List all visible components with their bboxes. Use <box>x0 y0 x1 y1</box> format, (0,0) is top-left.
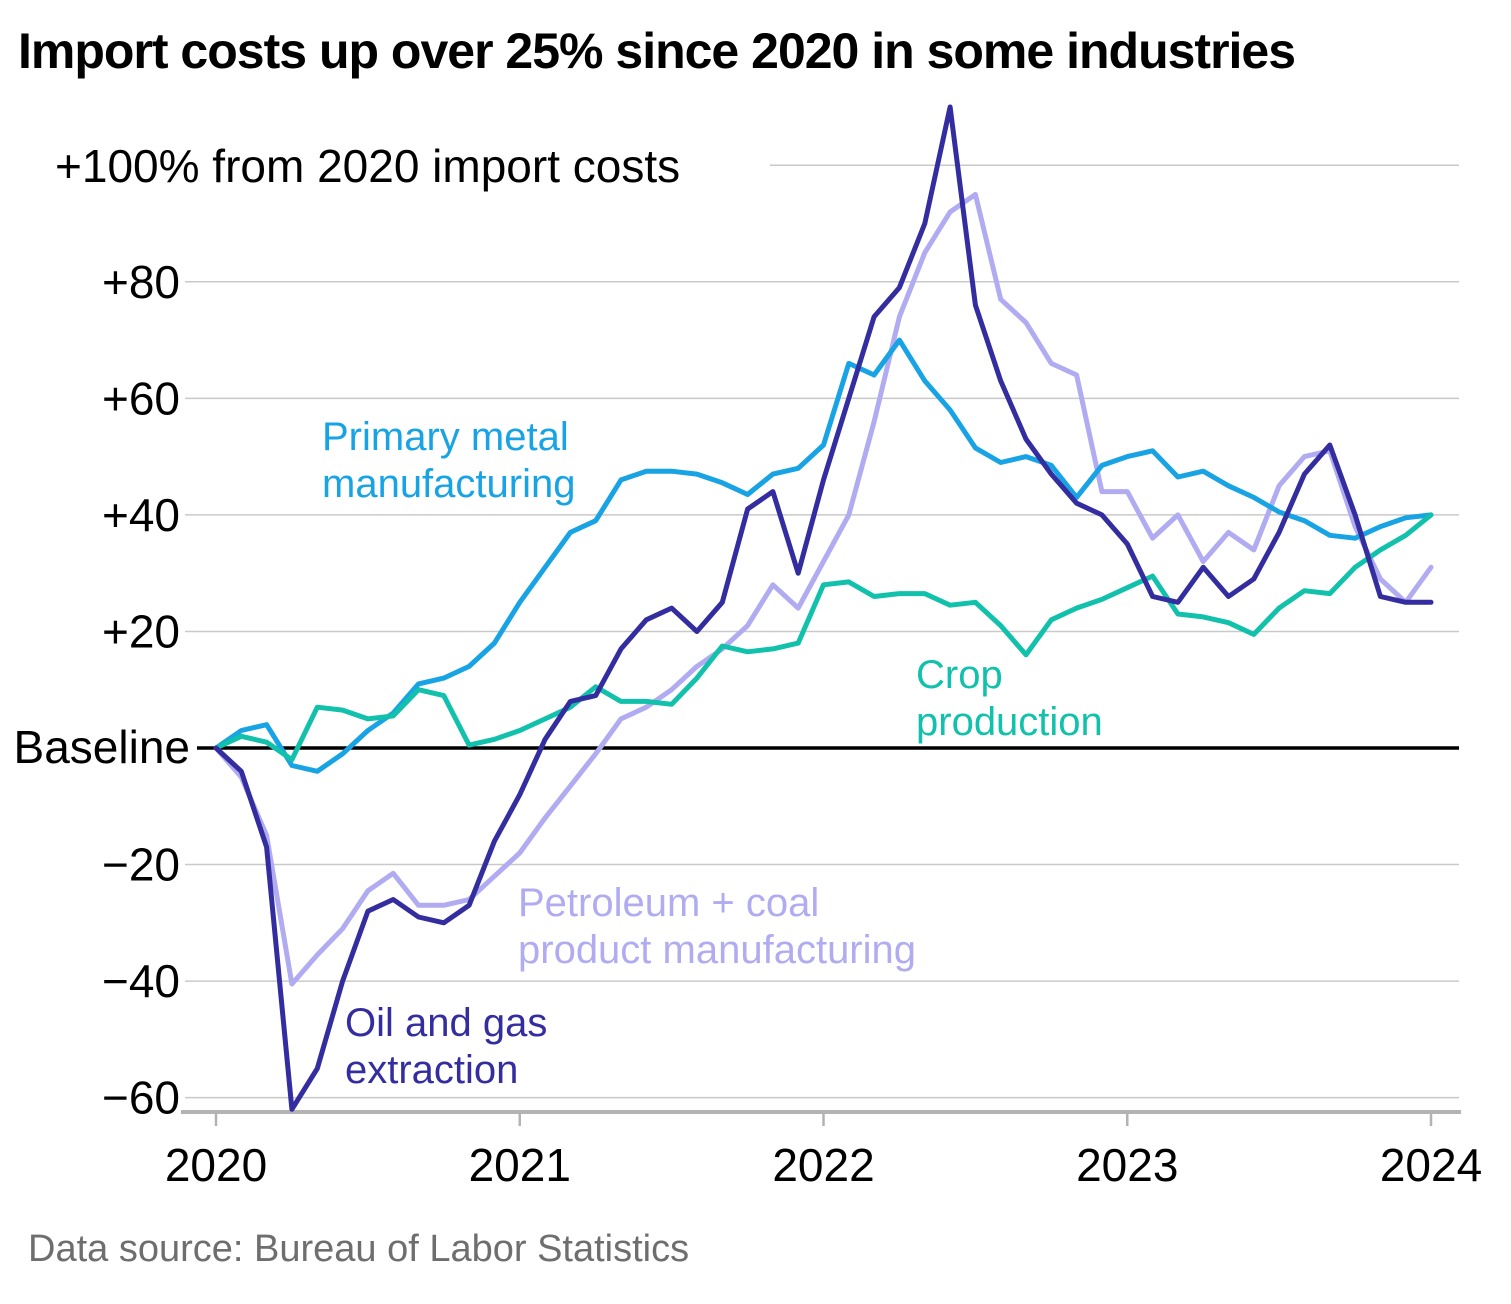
series-label-line: Petroleum + coal <box>518 881 820 925</box>
series-line-crop-production <box>213 512 1434 763</box>
x-tick-label-2020: 2020 <box>165 1139 267 1191</box>
x-tick-label-2022: 2022 <box>772 1139 874 1191</box>
series-line-oil-gas <box>213 104 1434 1112</box>
x-tick-label-2021: 2021 <box>469 1139 571 1191</box>
series-label-line: Oil and gas <box>345 1001 548 1045</box>
y-tick-label-20: +20 <box>102 605 180 657</box>
series-label-line: manufacturing <box>322 462 576 506</box>
series-label-line: Primary metal <box>322 415 569 459</box>
y-tick-label--40: −40 <box>102 955 180 1007</box>
y-tick-label-80: +80 <box>102 256 180 308</box>
x-tick-label-2024: 2024 <box>1380 1139 1482 1191</box>
y-axis-annotation: +100% from 2020 import costs <box>55 140 681 192</box>
series-label-petroleum-coal: Petroleum + coal product manufacturing <box>518 880 916 974</box>
chart-title: Import costs up over 25% since 2020 in s… <box>18 23 1296 79</box>
data-source: Data source: Bureau of Labor Statistics <box>28 1228 690 1270</box>
y-tick-label--60: −60 <box>102 1072 180 1124</box>
x-tick-label-2023: 2023 <box>1076 1139 1178 1191</box>
y-tick-label-40: +40 <box>102 489 180 541</box>
y-tick-label--20: −20 <box>102 839 180 891</box>
series-label-line: extraction <box>345 1048 519 1092</box>
series-label-crop-production: Crop production <box>916 652 1103 746</box>
series-line-primary-metal <box>213 337 1434 774</box>
series-label-line: product manufacturing <box>518 928 917 972</box>
baseline-label: Baseline <box>13 721 190 773</box>
series-label-oil-gas: Oil and gas extraction <box>345 1000 547 1094</box>
series-label-line: Crop <box>916 653 1003 697</box>
y-tick-label-60: +60 <box>102 372 180 424</box>
series-line-petroleum-coal <box>213 191 1434 987</box>
series-label-primary-metal: Primary metal manufacturing <box>322 414 575 508</box>
series-label-line: production <box>916 700 1103 744</box>
